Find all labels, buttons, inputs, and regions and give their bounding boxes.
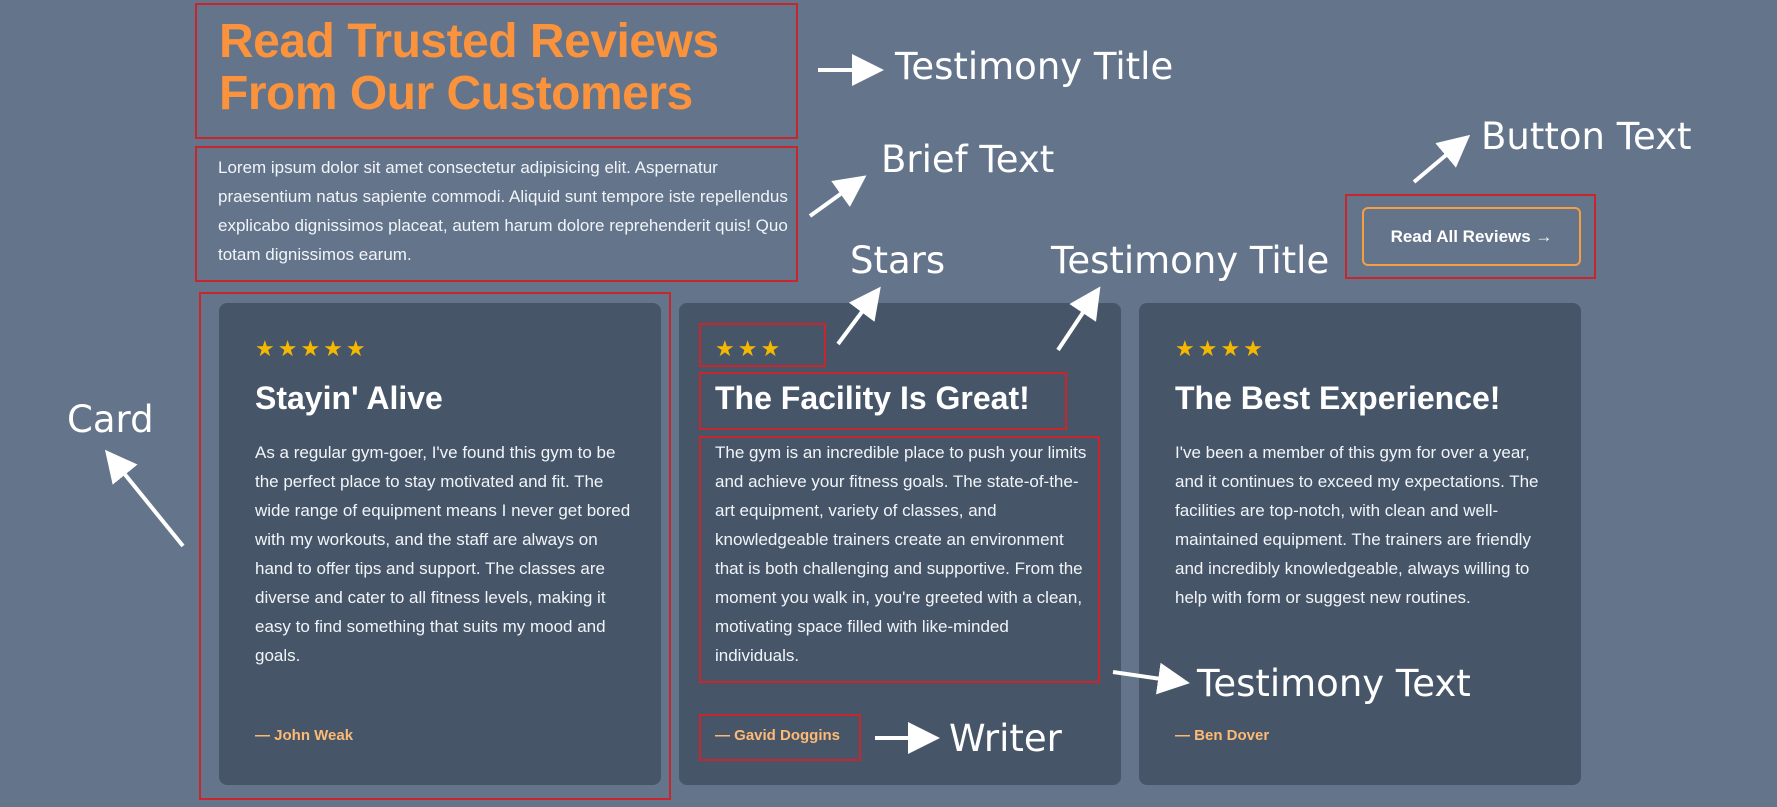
annotation-box-title	[195, 3, 798, 139]
card-text: The gym is an incredible place to push y…	[715, 443, 1087, 665]
arrow-to-card	[104, 449, 185, 548]
review-card-3: ★★★★ The Best Experience! I've been a me…	[1139, 303, 1581, 785]
card-text: I've been a member of this gym for over …	[1175, 443, 1539, 607]
annotation-box-button	[1345, 194, 1596, 279]
annotation-box-stars	[699, 323, 826, 367]
annotation-box-card-title	[699, 372, 1067, 430]
label-testimony-title-card: Testimony Title	[1051, 239, 1330, 282]
annotation-box-testimony-text	[699, 436, 1100, 683]
label-brief-text: Brief Text	[881, 138, 1055, 181]
star-rating: ★★★★	[1175, 336, 1266, 361]
annotation-box-card	[199, 292, 671, 800]
label-testimony-title: Testimony Title	[895, 45, 1174, 88]
review-card-1: ★★★★★ Stayin' Alive As a regular gym-goe…	[219, 303, 661, 785]
card-text: As a regular gym-goer, I've found this g…	[255, 443, 631, 665]
label-stars: Stars	[850, 239, 946, 282]
review-card-2: ★★★ The Facility Is Great! The gym is an…	[679, 303, 1121, 785]
arrow-to-button	[1412, 134, 1471, 184]
card-writer: — Ben Dover	[1175, 727, 1270, 744]
label-testimony-text: Testimony Text	[1197, 662, 1471, 705]
arrow-to-brief	[808, 175, 867, 218]
section-title: Read Trusted Reviews From Our Customers	[219, 16, 799, 120]
card-title: Stayin' Alive	[255, 380, 443, 416]
section-title-line-2: From Our Customers	[219, 67, 693, 120]
arrow-to-stars	[836, 286, 881, 346]
label-card: Card	[67, 398, 154, 441]
star-rating: ★★★	[715, 336, 784, 361]
label-button-text: Button Text	[1481, 115, 1692, 158]
card-writer: — John Weak	[255, 727, 354, 744]
card-title: The Facility Is Great!	[715, 380, 1030, 416]
annotation-box-writer	[699, 714, 861, 761]
annotation-box-brief	[195, 146, 798, 282]
arrow-to-testimony-text	[1112, 662, 1190, 695]
brief-text: Lorem ipsum dolor sit amet consectetur a…	[218, 158, 788, 264]
arrow-to-card-title	[1056, 286, 1101, 352]
card-title: The Best Experience!	[1175, 380, 1501, 416]
section-title-line-1: Read Trusted Reviews	[219, 15, 719, 68]
label-writer: Writer	[949, 717, 1062, 760]
star-rating: ★★★★★	[255, 336, 369, 361]
read-all-reviews-button[interactable]: Read All Reviews →	[1362, 207, 1581, 266]
card-writer: — Gavid Doggins	[715, 727, 841, 744]
